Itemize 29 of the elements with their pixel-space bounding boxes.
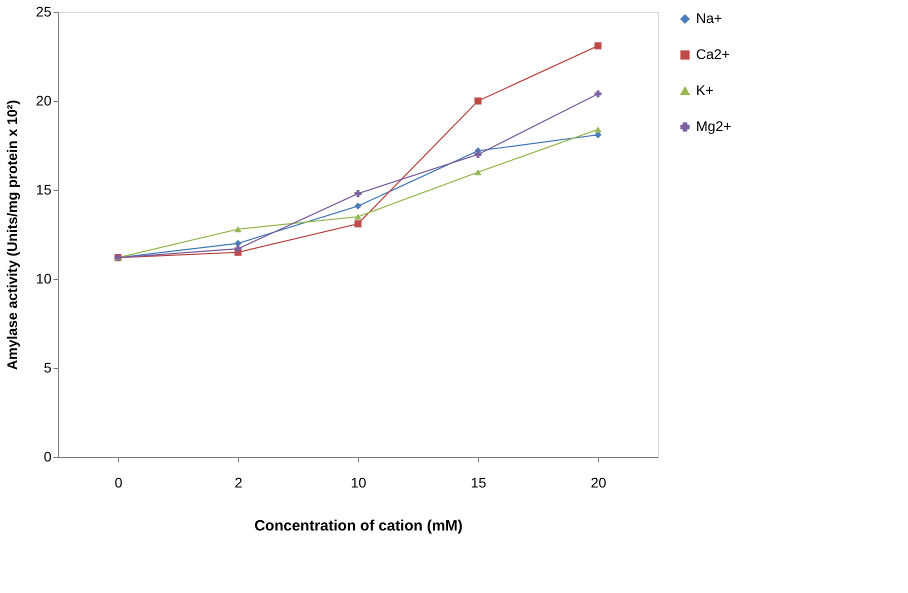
- legend-label: Na+: [696, 10, 722, 26]
- x-axis-title: Concentration of cation (mM): [254, 518, 463, 534]
- point: [354, 190, 362, 198]
- legend-label: K+: [696, 82, 714, 98]
- x-tick-label: 2: [234, 474, 243, 490]
- y-tick-label: 25: [36, 4, 52, 20]
- x-tick-label: 20: [590, 474, 606, 490]
- point: [594, 90, 602, 98]
- y-axis-title: Amylase activity (Units/mg protein x 10²): [4, 100, 20, 370]
- point: [234, 226, 242, 232]
- legend-label: Ca2+: [696, 46, 730, 62]
- point: [474, 150, 482, 158]
- point: [354, 214, 362, 220]
- point: [234, 245, 242, 252]
- point: [354, 220, 362, 228]
- point: [594, 126, 602, 133]
- legend-label: Mg2+: [696, 118, 732, 134]
- x-tick-label: 0: [114, 474, 123, 490]
- y-tick-label: 5: [44, 360, 52, 376]
- x-tick-label: 15: [470, 474, 486, 490]
- point: [594, 42, 602, 50]
- y-tick-label: 20: [36, 92, 52, 108]
- x-tick-label: 10: [350, 474, 366, 490]
- y-tick-label: 0: [44, 448, 52, 464]
- point: [474, 169, 482, 176]
- y-tick-label: 10: [36, 270, 52, 286]
- point: [354, 202, 362, 210]
- y-tick-label: 15: [36, 182, 52, 198]
- point: [474, 97, 482, 105]
